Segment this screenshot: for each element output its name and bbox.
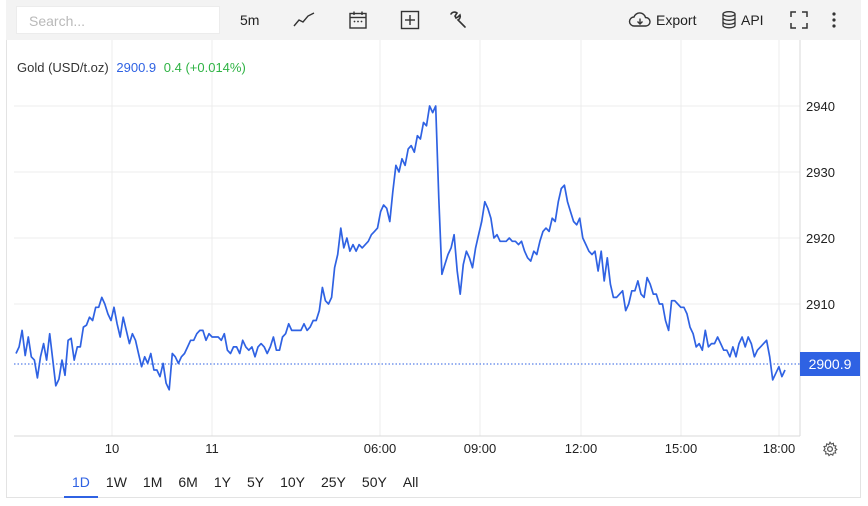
- toolbar: Search... 5m Export API: [6, 0, 861, 40]
- settings-gear-icon[interactable]: [822, 441, 838, 457]
- legend-change: 0.4 (+0.014%): [163, 60, 246, 75]
- x-tick-label: 11: [205, 441, 219, 456]
- x-tick-label: 12:00: [565, 441, 598, 456]
- instrument-name: Gold (USD/t.oz): [17, 60, 109, 75]
- legend-price: 2900.9: [116, 60, 157, 75]
- y-tick-label: 2940: [806, 99, 835, 114]
- chart-type-icon[interactable]: [293, 8, 315, 32]
- export-label: Export: [656, 12, 697, 28]
- y-tick-label: 2930: [806, 165, 835, 180]
- chart-widget: [6, 0, 861, 498]
- search-input[interactable]: Search...: [16, 6, 220, 34]
- interval-selector[interactable]: 5m: [240, 12, 260, 28]
- api-button[interactable]: API: [721, 8, 764, 32]
- period-1d[interactable]: 1D: [64, 466, 98, 498]
- period-selector: 1D 1W 1M 6M 1Y 5Y 10Y 25Y 50Y All: [64, 466, 426, 498]
- database-icon: [721, 10, 737, 30]
- fullscreen-icon[interactable]: [789, 8, 809, 32]
- cloud-download-icon: [628, 11, 652, 29]
- period-50y[interactable]: 50Y: [361, 474, 387, 490]
- price-series-line: [15, 105, 786, 391]
- period-25y[interactable]: 25Y: [320, 474, 346, 490]
- period-10y[interactable]: 10Y: [280, 474, 305, 490]
- period-6m[interactable]: 6M: [178, 474, 198, 490]
- export-button[interactable]: Export: [628, 8, 696, 32]
- more-menu-icon[interactable]: [830, 8, 838, 32]
- calendar-icon[interactable]: [348, 8, 368, 32]
- wrench-icon[interactable]: [448, 8, 468, 32]
- period-1w[interactable]: 1W: [105, 474, 127, 490]
- x-tick-label: 06:00: [364, 441, 397, 456]
- last-price-label: 2900.9: [800, 352, 860, 376]
- y-tick-label: 2920: [806, 231, 835, 246]
- x-tick-label: 18:00: [763, 441, 796, 456]
- period-all[interactable]: All: [402, 474, 419, 490]
- y-tick-label: 2910: [806, 297, 835, 312]
- x-tick-label: 09:00: [464, 441, 497, 456]
- chart-legend: Gold (USD/t.oz) 2900.9 0.4 (+0.014%): [17, 60, 246, 75]
- api-label: API: [741, 12, 764, 28]
- period-5y[interactable]: 5Y: [246, 474, 265, 490]
- x-tick-label: 15:00: [665, 441, 698, 456]
- x-tick-label: 10: [105, 441, 119, 456]
- add-indicator-icon[interactable]: [400, 8, 420, 32]
- period-1m[interactable]: 1M: [142, 474, 163, 490]
- period-1y[interactable]: 1Y: [213, 474, 231, 490]
